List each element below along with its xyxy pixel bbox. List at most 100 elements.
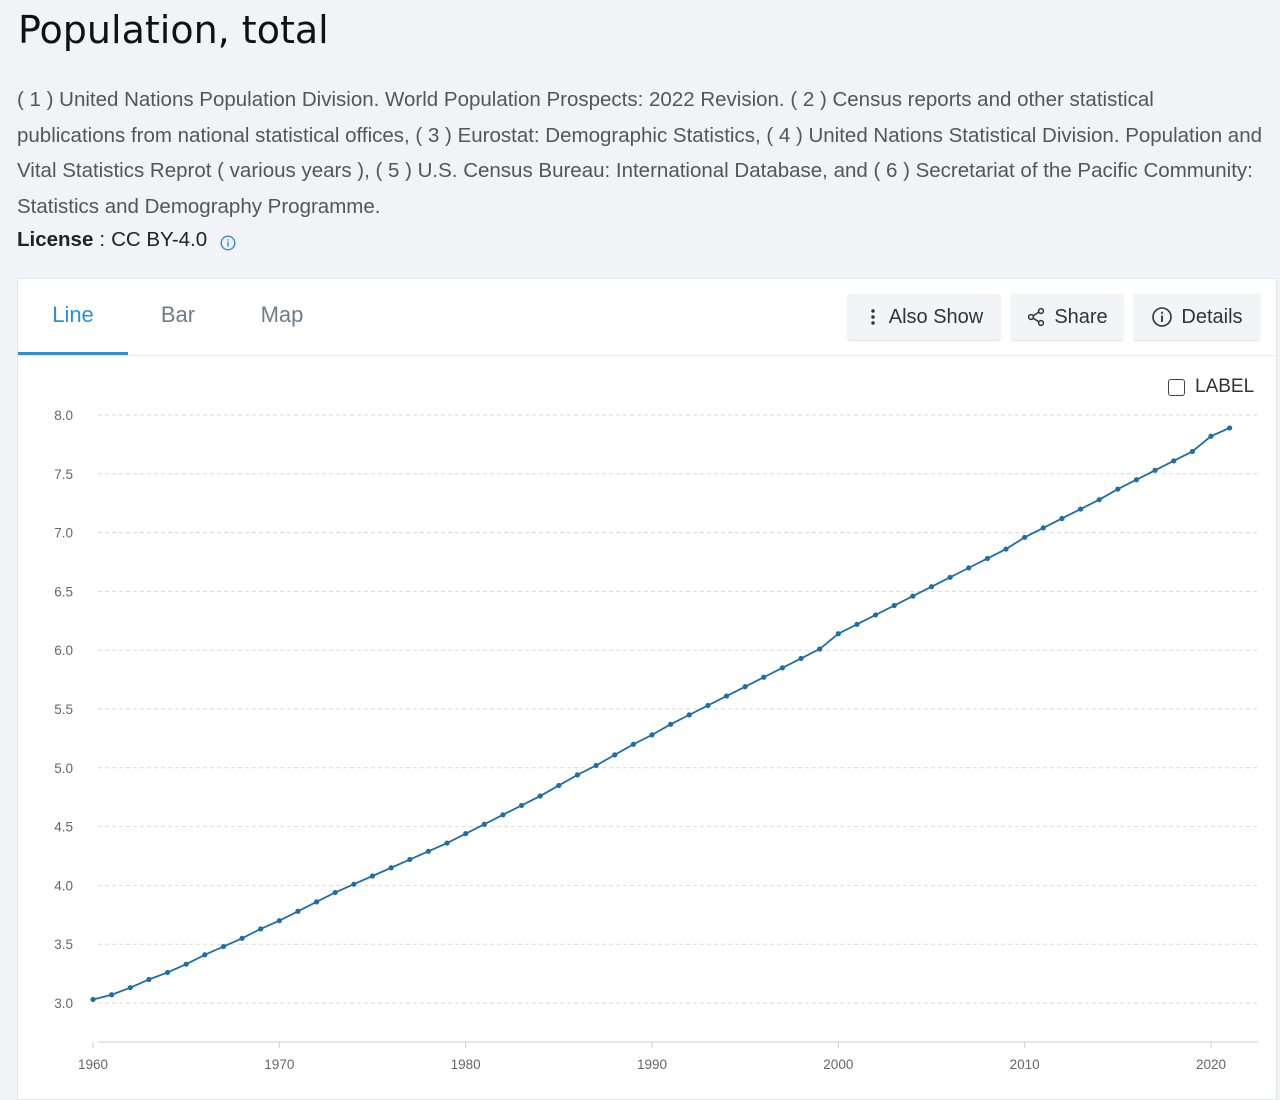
also-show-label: Also Show: [888, 305, 984, 328]
y-tick-label: 5.0: [54, 761, 73, 776]
page-title: Population, total: [18, 8, 329, 52]
share-button[interactable]: Share: [1011, 294, 1123, 340]
data-point: [761, 674, 767, 680]
data-point: [388, 865, 394, 871]
data-point: [817, 646, 823, 652]
x-tick-label: 1970: [264, 1057, 294, 1072]
tab-line[interactable]: Line: [18, 279, 128, 355]
data-point: [910, 593, 916, 599]
license-value: CC BY-4.0: [111, 228, 208, 251]
source-description: ( 1 ) United Nations Population Division…: [17, 88, 1262, 218]
license-separator: :: [99, 228, 106, 251]
x-tick-label: 1980: [451, 1057, 481, 1072]
y-tick-label: 7.5: [54, 467, 73, 482]
data-point: [556, 782, 562, 789]
data-point: [1096, 497, 1102, 503]
data-point: [537, 793, 543, 799]
data-point: [686, 712, 692, 718]
also-show-button[interactable]: Also Show: [848, 294, 1000, 340]
data-point: [295, 908, 301, 914]
data-point: [649, 732, 655, 738]
y-tick-label: 7.0: [54, 526, 73, 541]
data-point: [351, 881, 357, 887]
data-point: [1022, 534, 1028, 540]
data-point: [90, 996, 96, 1003]
data-point: [127, 985, 133, 991]
tab-map[interactable]: Map: [260, 302, 304, 327]
data-point: [873, 612, 879, 618]
data-point: [1189, 448, 1195, 455]
x-tick-label: 2020: [1196, 1057, 1226, 1072]
y-tick-label: 6.0: [54, 643, 73, 658]
data-point: [1208, 433, 1214, 439]
y-tick-label: 3.5: [54, 937, 73, 952]
data-point: [798, 655, 804, 662]
label-toggle[interactable]: LABEL: [1168, 376, 1254, 398]
data-point: [276, 918, 282, 924]
y-tick-label: 8.0: [54, 408, 73, 423]
chart-tabs: Line Bar Map Also Show Share Details: [18, 279, 1276, 356]
y-tick-label: 4.0: [54, 878, 73, 893]
info-icon[interactable]: [220, 233, 236, 251]
data-point: [835, 631, 841, 637]
data-point: [481, 821, 487, 827]
data-point: [891, 602, 897, 609]
data-point: [630, 741, 636, 747]
x-tick-label: 2000: [823, 1057, 853, 1072]
data-point: [854, 621, 860, 627]
data-point: [1152, 467, 1158, 473]
data-point: [314, 899, 320, 905]
label-toggle-text: LABEL: [1195, 376, 1255, 397]
data-point: [1115, 486, 1121, 492]
x-tick-label: 2010: [1010, 1057, 1040, 1072]
data-point: [928, 584, 935, 590]
data-point: [239, 935, 245, 941]
chart-panel: Line Bar Map Also Show Share Details LAB…: [17, 278, 1277, 1100]
y-tick-label: 4.5: [54, 820, 73, 835]
data-point: [444, 840, 450, 846]
share-label: Share: [1054, 305, 1108, 328]
data-point: [966, 565, 972, 571]
x-tick-label: 1960: [78, 1057, 108, 1072]
data-point: [463, 831, 469, 837]
data-point: [984, 555, 991, 562]
data-point: [332, 889, 338, 896]
label-checkbox[interactable]: [1168, 378, 1185, 396]
data-point: [668, 721, 674, 727]
line-chart: 3.0 3.5 4.0 4.5 5.0 5.5 6.0 6.5 7.0 7.5 8.0 1960 197…: [54, 408, 1258, 1072]
x-tick-label: 1990: [637, 1057, 667, 1072]
data-point: [1077, 506, 1084, 512]
info-icon: [1152, 307, 1173, 327]
data-point: [407, 856, 413, 863]
data-point: [1003, 546, 1009, 552]
data-point: [183, 961, 189, 967]
data-point: [369, 873, 376, 879]
data-point: [1171, 458, 1177, 464]
data-point: [164, 969, 171, 976]
y-tick-label: 6.5: [54, 584, 73, 599]
tab-bar[interactable]: Bar: [160, 302, 196, 327]
data-point: [1040, 525, 1046, 531]
data-point: [1227, 425, 1233, 431]
data-point: [425, 848, 431, 854]
data-point: [1133, 477, 1140, 483]
license-row: License : CC BY-4.0: [17, 228, 236, 252]
data-point: [146, 976, 152, 983]
data-point: [1059, 515, 1065, 522]
data-point: [779, 665, 786, 671]
data-point: [220, 943, 227, 950]
series-line: [92, 427, 1230, 1001]
data-point: [500, 812, 506, 818]
data-point: [723, 693, 730, 699]
y-tick-label: 5.5: [54, 702, 73, 717]
data-point: [574, 772, 581, 778]
data-point: [202, 952, 208, 958]
data-point: [258, 926, 264, 932]
data-point: [109, 992, 115, 998]
share-icon: [1028, 307, 1045, 327]
y-tick-label: 3.0: [54, 996, 73, 1011]
details-button[interactable]: Details: [1134, 294, 1260, 340]
data-point: [518, 802, 525, 809]
data-point: [593, 762, 599, 769]
details-label: Details: [1181, 305, 1243, 328]
